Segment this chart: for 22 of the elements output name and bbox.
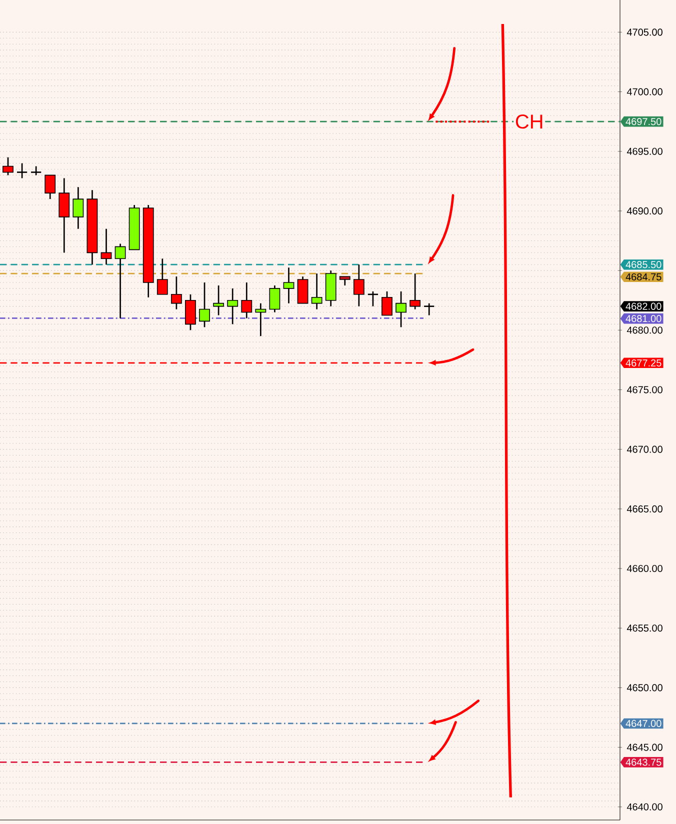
ref-line-label: 4677.25	[626, 359, 662, 366]
y-tick-label: 4655.00	[626, 624, 662, 632]
y-tick-label: 4700.00	[626, 88, 662, 96]
ref-line-label: 4697.50	[626, 118, 662, 126]
y-tick-label: 4695.00	[626, 148, 662, 155]
ref-line-label: 4684.75	[626, 273, 662, 280]
text: 4682.00	[626, 302, 662, 310]
y-tick-label: 4680.00	[626, 326, 662, 334]
y-tick-label: 4640.00	[626, 803, 662, 810]
ref-line-label: 4681.00	[626, 315, 662, 322]
y-tick-label: 4665.00	[626, 505, 662, 512]
ref-line-label: 4685.50	[626, 261, 662, 268]
y-tick-label: 4675.00	[626, 386, 662, 394]
annotation: CH	[516, 114, 542, 129]
y-tick-label: 4660.00	[626, 564, 662, 572]
y-tick-label: 4705.00	[626, 28, 662, 36]
y-tick-label: 4670.00	[626, 446, 662, 453]
ref-line-label: 4647.00	[626, 720, 662, 727]
ref-line-label: 4643.75	[626, 758, 662, 766]
y-tick-label: 4645.00	[626, 744, 662, 751]
y-tick-label: 4690.00	[626, 207, 662, 215]
y-tick-label: 4650.00	[626, 684, 662, 692]
